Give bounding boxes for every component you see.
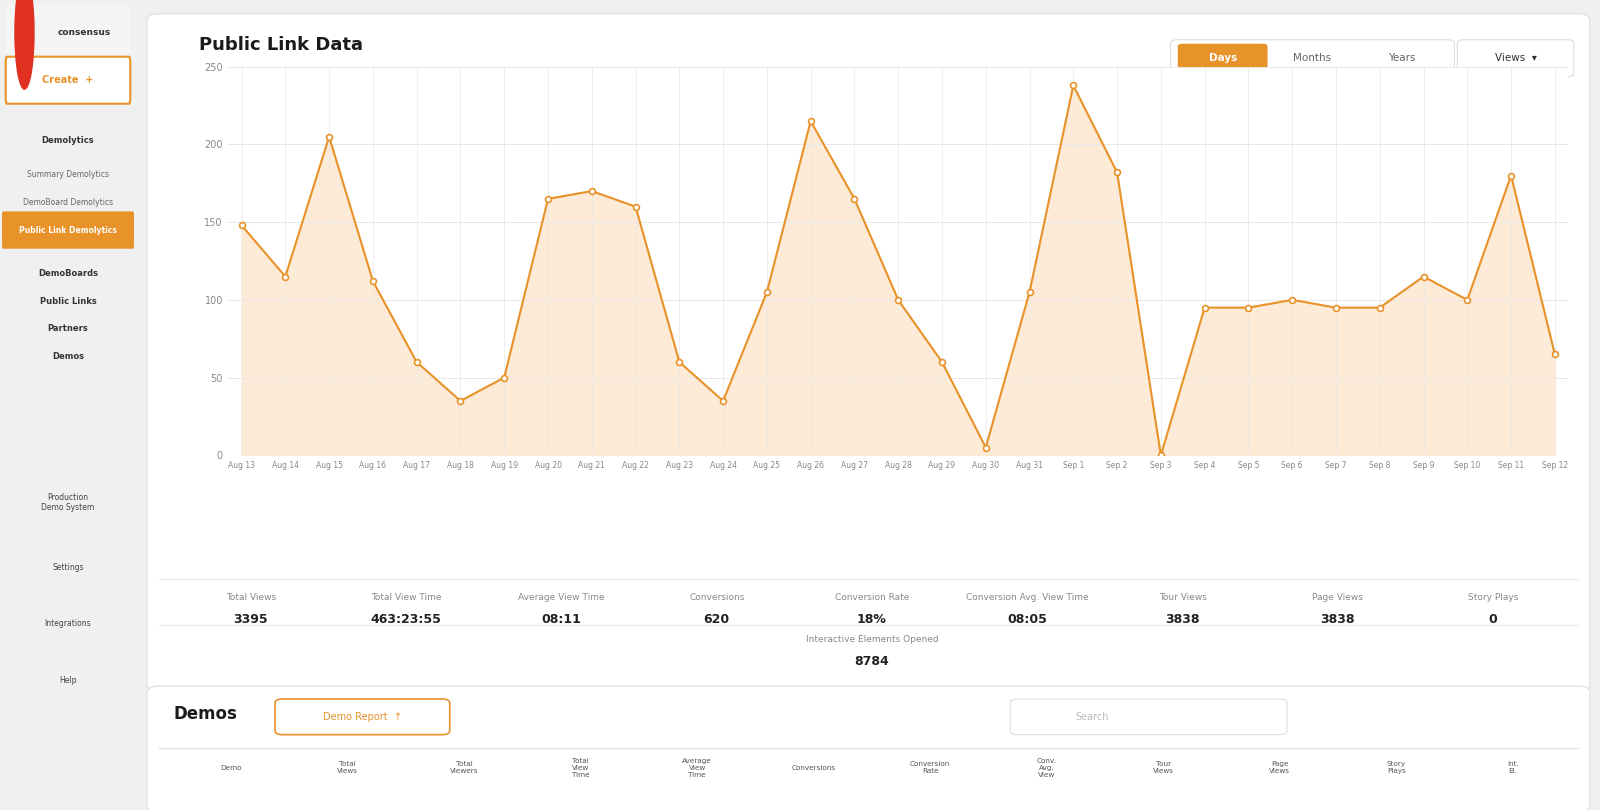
Point: [622, 200, 648, 213]
Point: [1498, 169, 1523, 182]
Text: Story
Plays: Story Plays: [1387, 761, 1406, 774]
Text: Page
Views: Page Views: [1269, 761, 1290, 774]
Text: Interactive Elements Opened: Interactive Elements Opened: [806, 635, 938, 645]
Point: [1280, 293, 1306, 306]
Text: Demos: Demos: [51, 352, 83, 361]
Text: Tour Views: Tour Views: [1158, 593, 1206, 603]
Point: [1104, 166, 1130, 179]
Point: [272, 270, 298, 283]
Text: Total
View
Time: Total View Time: [571, 758, 590, 778]
Text: 3838: 3838: [1165, 613, 1200, 626]
Point: [798, 115, 824, 128]
FancyBboxPatch shape: [1171, 40, 1454, 77]
Point: [842, 192, 867, 205]
Text: Integrations: Integrations: [45, 619, 91, 629]
Point: [1016, 286, 1042, 299]
Point: [973, 441, 998, 454]
Text: Story Plays: Story Plays: [1469, 593, 1518, 603]
Text: Months: Months: [1293, 53, 1331, 63]
FancyBboxPatch shape: [1178, 44, 1267, 73]
Text: Production
Demo System: Production Demo System: [42, 492, 94, 512]
FancyBboxPatch shape: [5, 4, 131, 61]
Text: Summary Demolytics: Summary Demolytics: [27, 170, 109, 180]
Point: [1323, 301, 1349, 314]
Text: 620: 620: [704, 613, 730, 626]
Text: consensus: consensus: [58, 28, 110, 37]
Point: [1149, 449, 1174, 462]
Point: [360, 275, 386, 288]
FancyBboxPatch shape: [147, 14, 1590, 691]
Point: [667, 356, 693, 369]
FancyBboxPatch shape: [6, 57, 130, 104]
Text: Total
Views: Total Views: [338, 761, 358, 774]
FancyBboxPatch shape: [1010, 699, 1286, 735]
Text: 8784: 8784: [854, 655, 890, 668]
Text: Years: Years: [1389, 53, 1416, 63]
Text: Help: Help: [59, 676, 77, 685]
Text: Conversion Rate: Conversion Rate: [835, 593, 909, 603]
Text: Demo Report  ↑: Demo Report ↑: [323, 712, 402, 722]
Text: Total
Viewers: Total Viewers: [450, 761, 478, 774]
Text: Average View Time: Average View Time: [518, 593, 605, 603]
Point: [317, 130, 342, 143]
Text: Days: Days: [1208, 53, 1237, 63]
Text: Total View Time: Total View Time: [371, 593, 442, 603]
Text: Int.
El.: Int. El.: [1507, 761, 1518, 774]
Point: [1542, 347, 1568, 360]
Point: [1192, 301, 1218, 314]
Text: Conversion Avg. View Time: Conversion Avg. View Time: [966, 593, 1088, 603]
Text: 463:23:55: 463:23:55: [371, 613, 442, 626]
Text: Public Links: Public Links: [40, 296, 96, 306]
Text: Demo: Demo: [221, 765, 242, 771]
Text: DemoBoard Demolytics: DemoBoard Demolytics: [22, 198, 114, 207]
Text: Public Link Data: Public Link Data: [200, 36, 363, 53]
Point: [579, 185, 605, 198]
Point: [536, 192, 562, 205]
Point: [930, 356, 955, 369]
Text: 08:11: 08:11: [541, 613, 581, 626]
Text: 08:05: 08:05: [1008, 613, 1048, 626]
Text: 18%: 18%: [858, 613, 886, 626]
Text: Conv.
Avg.
View: Conv. Avg. View: [1037, 758, 1056, 778]
Text: Demos: Demos: [173, 706, 237, 723]
Text: Total Views: Total Views: [226, 593, 275, 603]
Text: Settings: Settings: [53, 562, 83, 572]
Text: Partners: Partners: [48, 324, 88, 334]
Text: Conversion
Rate: Conversion Rate: [910, 761, 950, 774]
Text: Public Link Demolytics: Public Link Demolytics: [19, 225, 117, 235]
Text: Conversions: Conversions: [690, 593, 744, 603]
Point: [1411, 270, 1437, 283]
Point: [754, 286, 779, 299]
Circle shape: [14, 0, 34, 89]
FancyBboxPatch shape: [2, 211, 134, 249]
Text: Page Views: Page Views: [1312, 593, 1363, 603]
Text: 3395: 3395: [234, 613, 269, 626]
Text: Conversions: Conversions: [792, 765, 835, 771]
Point: [403, 356, 429, 369]
Text: DemoBoards: DemoBoards: [38, 269, 98, 279]
Text: Search: Search: [1075, 712, 1109, 722]
Point: [1235, 301, 1261, 314]
FancyBboxPatch shape: [147, 686, 1590, 810]
Point: [491, 371, 517, 384]
Text: 3838: 3838: [1320, 613, 1355, 626]
Text: Create  +: Create +: [42, 75, 94, 85]
Text: Average
View
Time: Average View Time: [682, 758, 712, 778]
Point: [1061, 79, 1086, 92]
Point: [448, 394, 474, 407]
Text: 0: 0: [1490, 613, 1498, 626]
Point: [885, 293, 910, 306]
Point: [229, 219, 254, 232]
Text: Views  ▾: Views ▾: [1494, 53, 1536, 63]
Point: [1454, 293, 1480, 306]
Text: Demolytics: Demolytics: [42, 135, 94, 145]
FancyBboxPatch shape: [1458, 40, 1574, 77]
FancyBboxPatch shape: [275, 699, 450, 735]
Point: [710, 394, 736, 407]
Text: Tour
Views: Tour Views: [1152, 761, 1174, 774]
Point: [1366, 301, 1392, 314]
